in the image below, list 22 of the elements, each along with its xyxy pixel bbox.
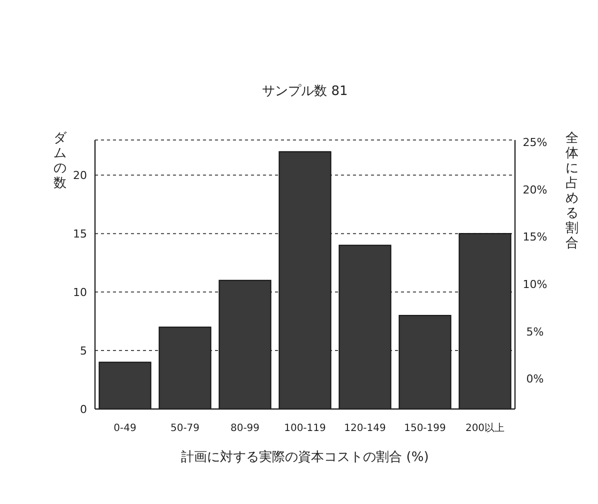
x-tick-label: 150-199 xyxy=(404,423,446,434)
y-tick-label: 15 xyxy=(73,228,87,241)
y2-tick-label: 15% xyxy=(522,230,548,244)
x-tick-label: 0-49 xyxy=(114,423,136,434)
y2-tick-label: 0% xyxy=(526,372,544,386)
x-tick-label: 80-99 xyxy=(230,423,260,434)
x-tick-label: 200以上 xyxy=(465,422,505,434)
y-tick-label: 5 xyxy=(80,344,87,358)
y2-tick-label: 25% xyxy=(522,136,548,149)
x-axis-title: 計画に対する実際の資本コストの割合 (%) xyxy=(181,449,429,465)
x-tick-label: 100-119 xyxy=(284,423,326,434)
x-tick-label: 50-79 xyxy=(170,423,200,434)
y2-tick-label: 20% xyxy=(522,183,548,196)
y-tick-label: 0 xyxy=(80,403,87,416)
y2-tick-label: 10% xyxy=(522,278,548,291)
x-tick-label: 120-149 xyxy=(344,423,386,434)
y-tick-label: 20 xyxy=(73,169,87,182)
y2-axis-title: 全体に占める割合 xyxy=(566,131,578,251)
y-axis-title: ダムの数 xyxy=(54,131,66,191)
chart-title: サンプル数 81 xyxy=(262,84,348,99)
y2-tick-label: 5% xyxy=(526,325,544,338)
y-tick-label: 10 xyxy=(73,286,87,300)
